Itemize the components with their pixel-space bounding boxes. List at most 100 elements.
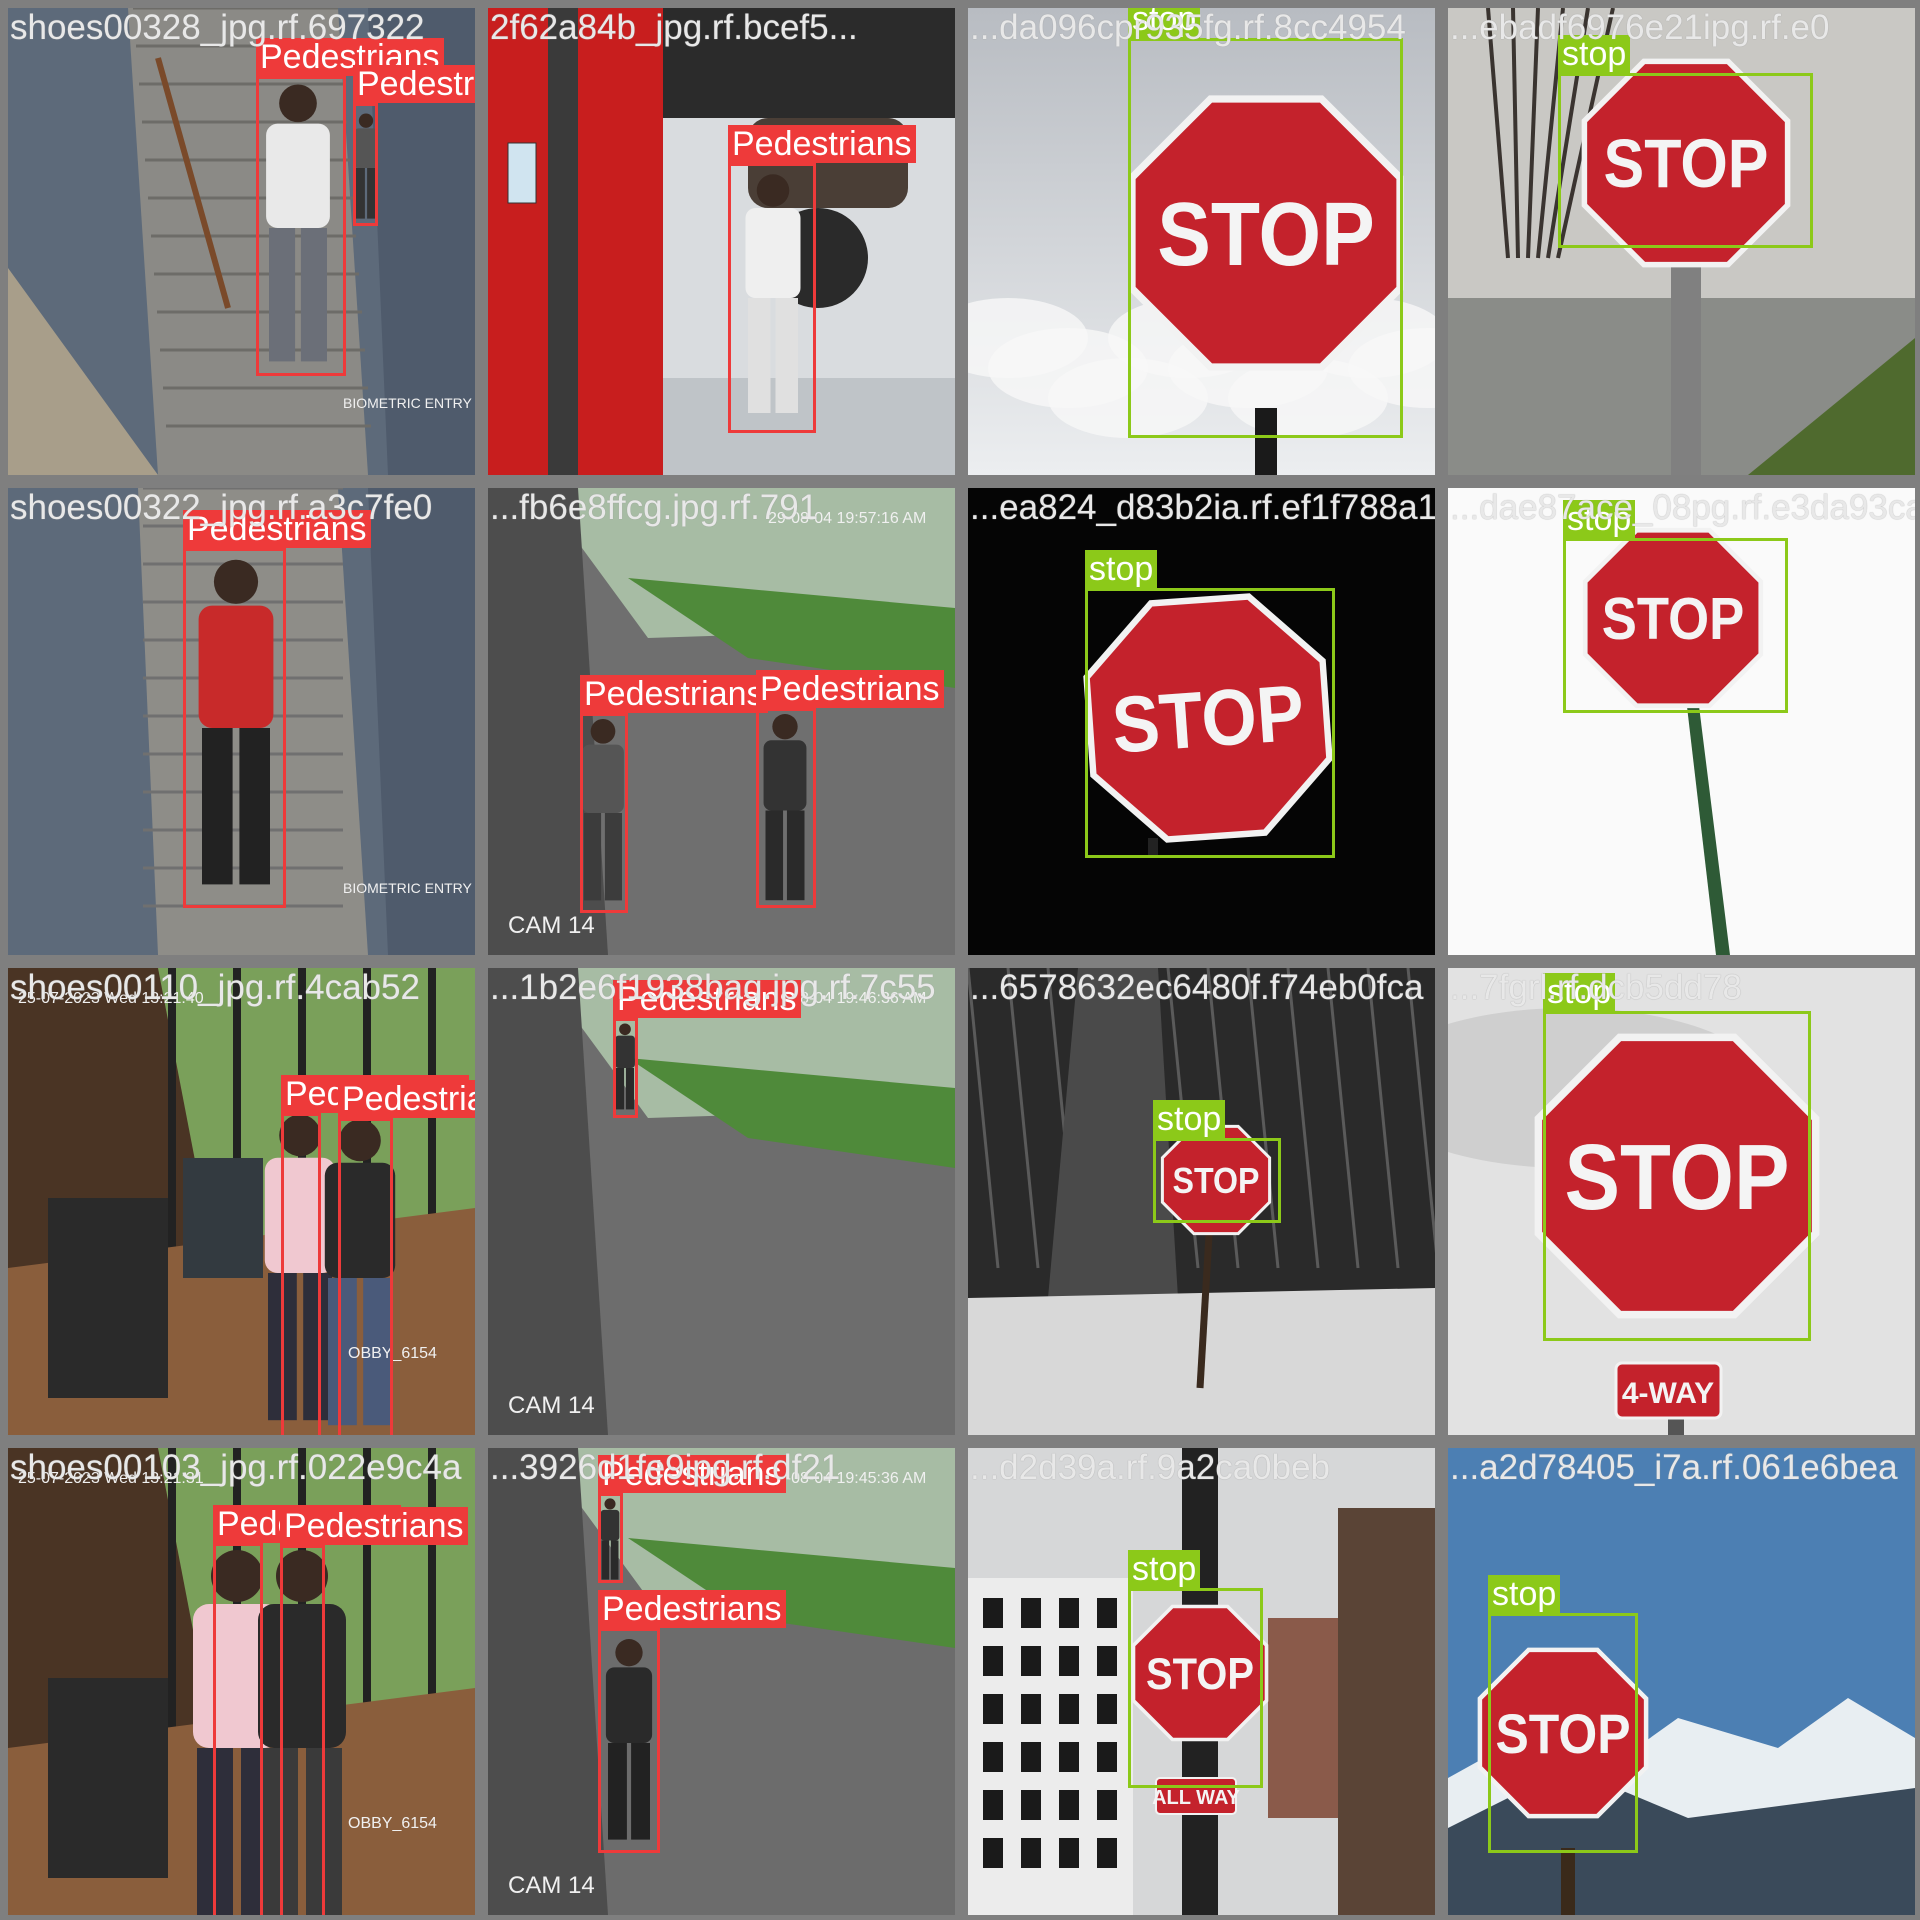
camera-overlay-text: CAM 14	[508, 1392, 595, 1419]
image-tile: CAM 14 29-08-04 19:45:36 AM Pedestrians Ped…	[488, 1448, 955, 1915]
detection-label: stop	[1128, 1550, 1201, 1588]
pedestrian-detection-box: Pedestrians	[598, 1590, 786, 1853]
stop-sign: STOP	[1128, 95, 1404, 371]
pedestrian-detection-box: Pedestrians	[213, 1505, 401, 1915]
bounding-box	[1563, 538, 1788, 713]
camera-overlay-text: 29-08-04 19:45:36 AM	[768, 1470, 926, 1487]
bounding-box	[1488, 1613, 1638, 1853]
stop-detection-box: stop	[1085, 550, 1335, 858]
camera-overlay-text: 25-07-2023 Wed 13:21:40	[18, 990, 204, 1007]
detection-label: stop	[1153, 1100, 1226, 1138]
bounding-box	[1128, 1588, 1263, 1788]
camera-overlay-text: CAM 14	[508, 912, 595, 939]
person-figure	[198, 559, 274, 885]
bounding-box	[256, 76, 346, 376]
detection-label: stop	[1128, 8, 1201, 38]
person-figure	[615, 1023, 635, 1110]
bounding-box	[281, 1113, 321, 1435]
image-tile: STOP stop ...da096cpr935fg.rf.8cc4954	[968, 8, 1435, 475]
bounding-box	[728, 163, 816, 433]
stop-sign: STOP	[1534, 1033, 1820, 1319]
stop-sign: STOP	[1160, 1124, 1272, 1236]
image-tile: OBBY_6154 25-07-2023 Wed 13:21:31 Pedestri…	[8, 1448, 475, 1915]
camera-overlay-text: BIOMETRIC ENTRY	[343, 880, 473, 896]
pedestrian-detection-box: Pedestrians	[613, 980, 801, 1118]
svg-text:STOP: STOP	[1604, 126, 1769, 202]
pedestrian-detection-box: Pedestrians	[756, 670, 944, 908]
svg-text:STOP: STOP	[1565, 1125, 1790, 1229]
stop-detection-box: stop	[1128, 8, 1403, 438]
svg-text:STOP: STOP	[1602, 587, 1745, 652]
scene-yard: CAM 14 29-08-04 19:57:16 AM	[488, 488, 955, 955]
scene-sky: STOP	[968, 8, 1435, 475]
detection-label: Pedestrians	[580, 675, 768, 713]
detection-label: stop	[1563, 500, 1636, 538]
camera-overlay-text: 25-07-2023 Wed 13:21:31	[18, 1470, 204, 1487]
bounding-box	[1543, 1011, 1811, 1341]
detection-label: Pedestrians	[598, 1455, 786, 1493]
bounding-box	[280, 1545, 325, 1915]
svg-text:STOP: STOP	[1173, 1160, 1260, 1201]
image-tile: BIOMETRIC ENTRY Pedestrians shoes00322_jpg…	[8, 488, 475, 955]
detection-label: Pedestrians	[728, 125, 916, 163]
detection-label: stop	[1543, 973, 1616, 1011]
scene-forest: STOP	[968, 968, 1435, 1435]
svg-text:STOP: STOP	[1496, 1702, 1631, 1765]
detection-label: Pedestrians	[353, 65, 475, 103]
pedestrian-detection-box: Pedestrians	[353, 65, 475, 226]
camera-overlay-text: OBBY_6154	[348, 1815, 437, 1832]
stop-sign: STOP	[1083, 593, 1333, 843]
stop-sign: STOP	[1131, 1604, 1269, 1742]
scene-yard3: CAM 14 29-08-04 19:45:36 AM	[488, 1448, 955, 1915]
scene-stairs2: BIOMETRIC ENTRY	[8, 488, 475, 955]
person-figure	[745, 174, 801, 413]
image-tile: BIOMETRIC ENTRYPedestriansPedestrianssho…	[8, 8, 475, 475]
detection-label: Pedestrians	[338, 1080, 475, 1118]
bounding-box	[598, 1493, 623, 1583]
scene-foggy: STOP 4-WAY	[1448, 968, 1915, 1435]
stop-detection-box: stop	[1488, 1575, 1638, 1853]
camera-overlay-text: 29-08-04 19:57:16 AM	[768, 510, 926, 527]
scene-winter: STOP	[1448, 8, 1915, 475]
pedestrian-detection-box: Pedestrians	[580, 675, 768, 913]
image-tile: STOP stop ...ebadf6976e21ipg.rf.e0	[1448, 8, 1915, 475]
pedestrian-detection-box: Pedestrians	[338, 1080, 475, 1435]
svg-text:STOP: STOP	[1146, 1650, 1254, 1699]
detection-label: stop	[1085, 550, 1158, 588]
person-figure	[582, 718, 624, 901]
bounding-box	[1153, 1138, 1281, 1223]
scene-yard2: CAM 14 29-08-04 19:46:36 AM	[488, 968, 955, 1435]
svg-text:STOP: STOP	[1157, 185, 1375, 285]
detection-label: Pedestrians	[280, 1507, 468, 1545]
stop-detection-box: stop	[1543, 973, 1811, 1341]
image-tile: OBBY_6154 25-07-2023 Wed 13:21:40 Pedestri…	[8, 968, 475, 1435]
detection-label: Pedestrians	[598, 1590, 786, 1628]
image-tile: Pedestrians 2f62a84b_jpg.rf.bcef5...	[488, 8, 955, 475]
stop-sign: STOP	[1477, 1647, 1649, 1819]
person-figure	[763, 713, 807, 901]
stop-sign: STOP	[1581, 58, 1791, 268]
image-tile: CAM 14 29-08-04 19:46:36 AM Pedestrians...…	[488, 968, 955, 1435]
svg-text:STOP: STOP	[1109, 668, 1307, 770]
detection-label: Pedestrians	[756, 670, 944, 708]
detection-label: stop	[1558, 35, 1631, 73]
bounding-box	[756, 708, 816, 908]
bounding-box	[1128, 38, 1403, 438]
image-tile: CAM 14 29-08-04 19:57:16 AM Pedestrians Ped…	[488, 488, 955, 955]
pedestrian-detection-box: Pedestrians	[183, 510, 371, 908]
person-figure	[266, 84, 330, 362]
detection-label: Pedestrians	[183, 510, 371, 548]
scene-white: STOP	[1448, 488, 1915, 955]
stop-sign: STOP	[1582, 527, 1764, 709]
bounding-box	[353, 103, 378, 226]
bounding-box	[598, 1628, 660, 1853]
stop-detection-box: stop	[1128, 1550, 1263, 1788]
detection-label: stop	[1488, 1575, 1561, 1613]
scene-mountain: STOP	[1448, 1448, 1915, 1915]
stop-detection-box: stop	[1563, 500, 1788, 713]
scene-city: STOP ALL WAY	[968, 1448, 1435, 1915]
pedestrian-detection-box: Pedestrians	[598, 1455, 786, 1583]
person-figure	[605, 1639, 653, 1840]
scene-black: STOP	[968, 488, 1435, 955]
